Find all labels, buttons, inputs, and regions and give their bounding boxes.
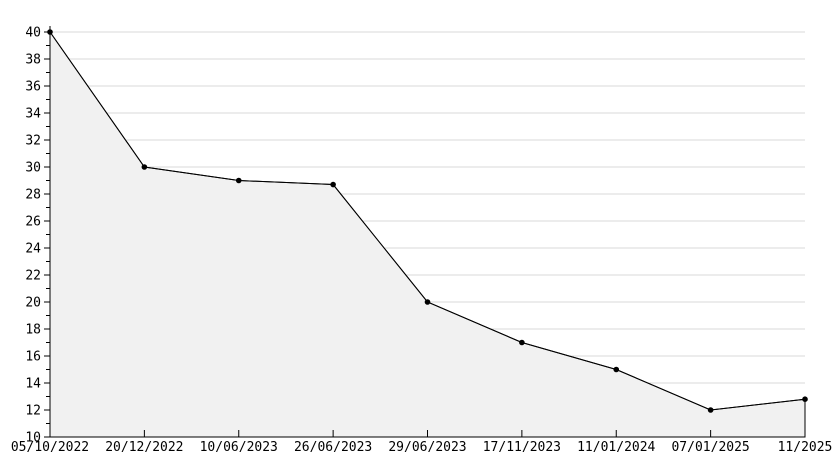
y-tick-label: 16 xyxy=(25,350,41,365)
area-fill xyxy=(49,30,806,438)
x-tick-label: 11/01/2024 xyxy=(577,440,655,455)
data-point-marker xyxy=(707,407,714,413)
x-tick-label: 11/2025 xyxy=(778,440,833,455)
y-tick-label: 38 xyxy=(25,53,41,68)
x-tick-label: 07/01/2025 xyxy=(671,440,749,455)
data-point-marker xyxy=(424,299,431,305)
data-point-marker xyxy=(330,181,336,188)
y-tick-label: 24 xyxy=(25,242,41,257)
x-tick-label: 10/06/2023 xyxy=(200,440,278,455)
y-tick-label: 32 xyxy=(25,134,41,149)
y-tick-label: 36 xyxy=(25,80,41,95)
x-tick-label: 17/11/2023 xyxy=(483,440,561,455)
data-point-marker xyxy=(802,396,808,403)
y-tick-label: 14 xyxy=(25,377,41,392)
x-tick-label: 26/06/2023 xyxy=(294,440,372,455)
y-tick-label: 20 xyxy=(25,296,41,311)
x-tick-label: 20/12/2022 xyxy=(105,440,183,455)
y-tick-label: 28 xyxy=(25,188,41,203)
y-tick-label: 30 xyxy=(25,161,41,176)
y-tick-label: 22 xyxy=(25,269,41,284)
data-point-marker xyxy=(141,164,148,170)
y-tick-label: 10 xyxy=(25,431,41,446)
data-point-marker xyxy=(235,177,242,184)
y-tick-label: 40 xyxy=(25,26,41,41)
x-tick-label: 05/10/2022 xyxy=(11,440,89,455)
y-tick-label: 18 xyxy=(25,323,41,338)
data-point-marker xyxy=(519,339,525,346)
x-tick-label: 29/06/2023 xyxy=(388,440,466,455)
data-point-marker xyxy=(613,366,620,373)
y-tick-label: 34 xyxy=(25,107,41,122)
y-tick-label: 26 xyxy=(25,215,41,230)
y-tick-label: 12 xyxy=(25,404,41,419)
